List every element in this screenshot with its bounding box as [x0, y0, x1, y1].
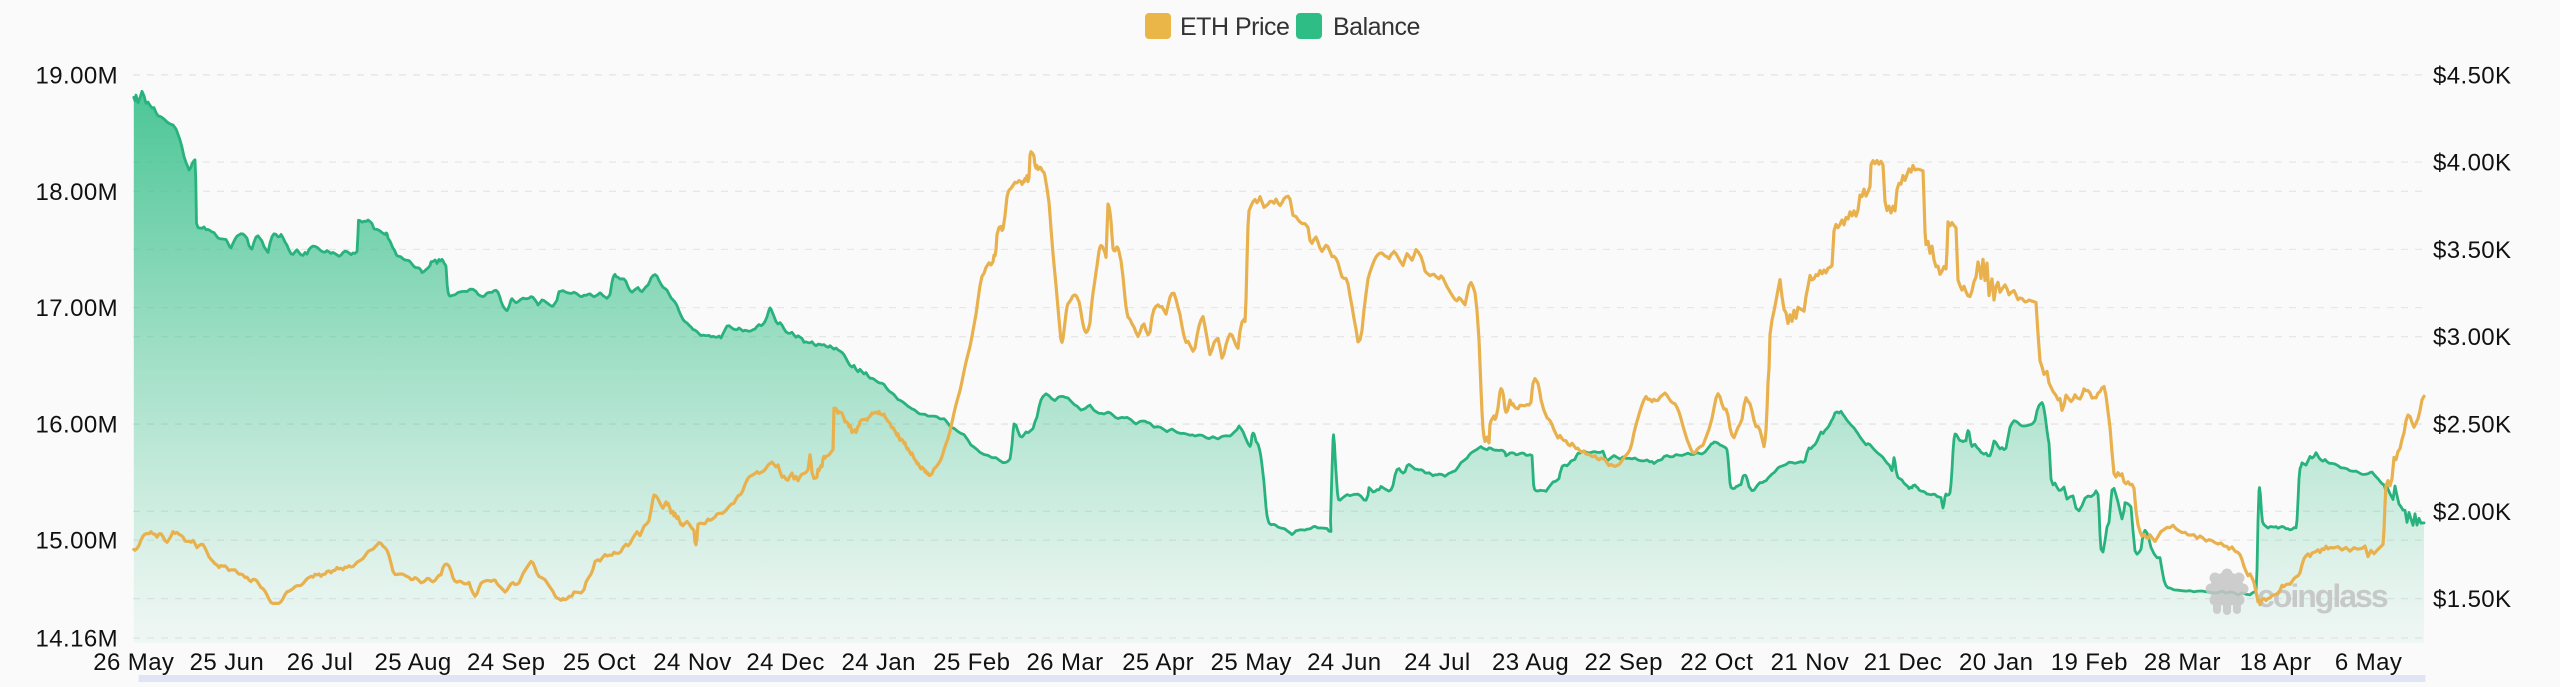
svg-text:24 Jun: 24 Jun — [1307, 649, 1381, 676]
svg-text:14.16M: 14.16M — [36, 626, 118, 653]
svg-text:23 Aug: 23 Aug — [1492, 649, 1569, 676]
svg-text:18 Apr: 18 Apr — [2240, 649, 2312, 676]
svg-text:25 Jun: 25 Jun — [190, 649, 264, 676]
svg-text:20 Jan: 20 Jan — [1959, 649, 2033, 676]
svg-text:26 May: 26 May — [93, 649, 174, 676]
svg-text:26 Mar: 26 Mar — [1026, 649, 1103, 676]
svg-text:28 Mar: 28 Mar — [2144, 649, 2221, 676]
svg-text:18.00M: 18.00M — [36, 179, 118, 206]
svg-text:$2.00K: $2.00K — [2433, 499, 2511, 526]
svg-text:$4.50K: $4.50K — [2433, 62, 2511, 89]
svg-text:$3.50K: $3.50K — [2433, 237, 2511, 264]
svg-text:25 Oct: 25 Oct — [563, 649, 636, 676]
svg-text:$1.50K: $1.50K — [2433, 586, 2511, 613]
svg-text:26 Jul: 26 Jul — [287, 649, 353, 676]
svg-text:24 Jul: 24 Jul — [1404, 649, 1470, 676]
svg-text:$4.00K: $4.00K — [2433, 150, 2511, 177]
svg-text:19.00M: 19.00M — [36, 63, 118, 90]
svg-text:21 Dec: 21 Dec — [1864, 649, 1942, 676]
svg-text:24 Jan: 24 Jan — [841, 649, 915, 676]
svg-text:coinglass: coinglass — [2257, 578, 2388, 614]
svg-text:$3.00K: $3.00K — [2433, 324, 2511, 351]
svg-text:17.00M: 17.00M — [36, 295, 118, 322]
svg-text:25 Aug: 25 Aug — [375, 649, 452, 676]
svg-text:24 Dec: 24 Dec — [746, 649, 824, 676]
svg-text:25 May: 25 May — [1211, 649, 1292, 676]
svg-text:22 Sep: 22 Sep — [1584, 649, 1662, 676]
svg-text:21 Nov: 21 Nov — [1771, 649, 1849, 676]
svg-text:$2.50K: $2.50K — [2433, 412, 2511, 439]
svg-text:25 Apr: 25 Apr — [1122, 649, 1194, 676]
svg-text:25 Feb: 25 Feb — [933, 649, 1010, 676]
svg-text:24 Nov: 24 Nov — [653, 649, 731, 676]
svg-text:6 May: 6 May — [2335, 649, 2402, 676]
svg-text:15.00M: 15.00M — [36, 528, 118, 555]
svg-text:19 Feb: 19 Feb — [2051, 649, 2128, 676]
svg-text:22 Oct: 22 Oct — [1680, 649, 1753, 676]
svg-text:24 Sep: 24 Sep — [467, 649, 545, 676]
svg-text:Balance: Balance — [1333, 13, 1420, 41]
svg-text:16.00M: 16.00M — [36, 411, 118, 438]
svg-text:ETH Price: ETH Price — [1180, 13, 1289, 41]
